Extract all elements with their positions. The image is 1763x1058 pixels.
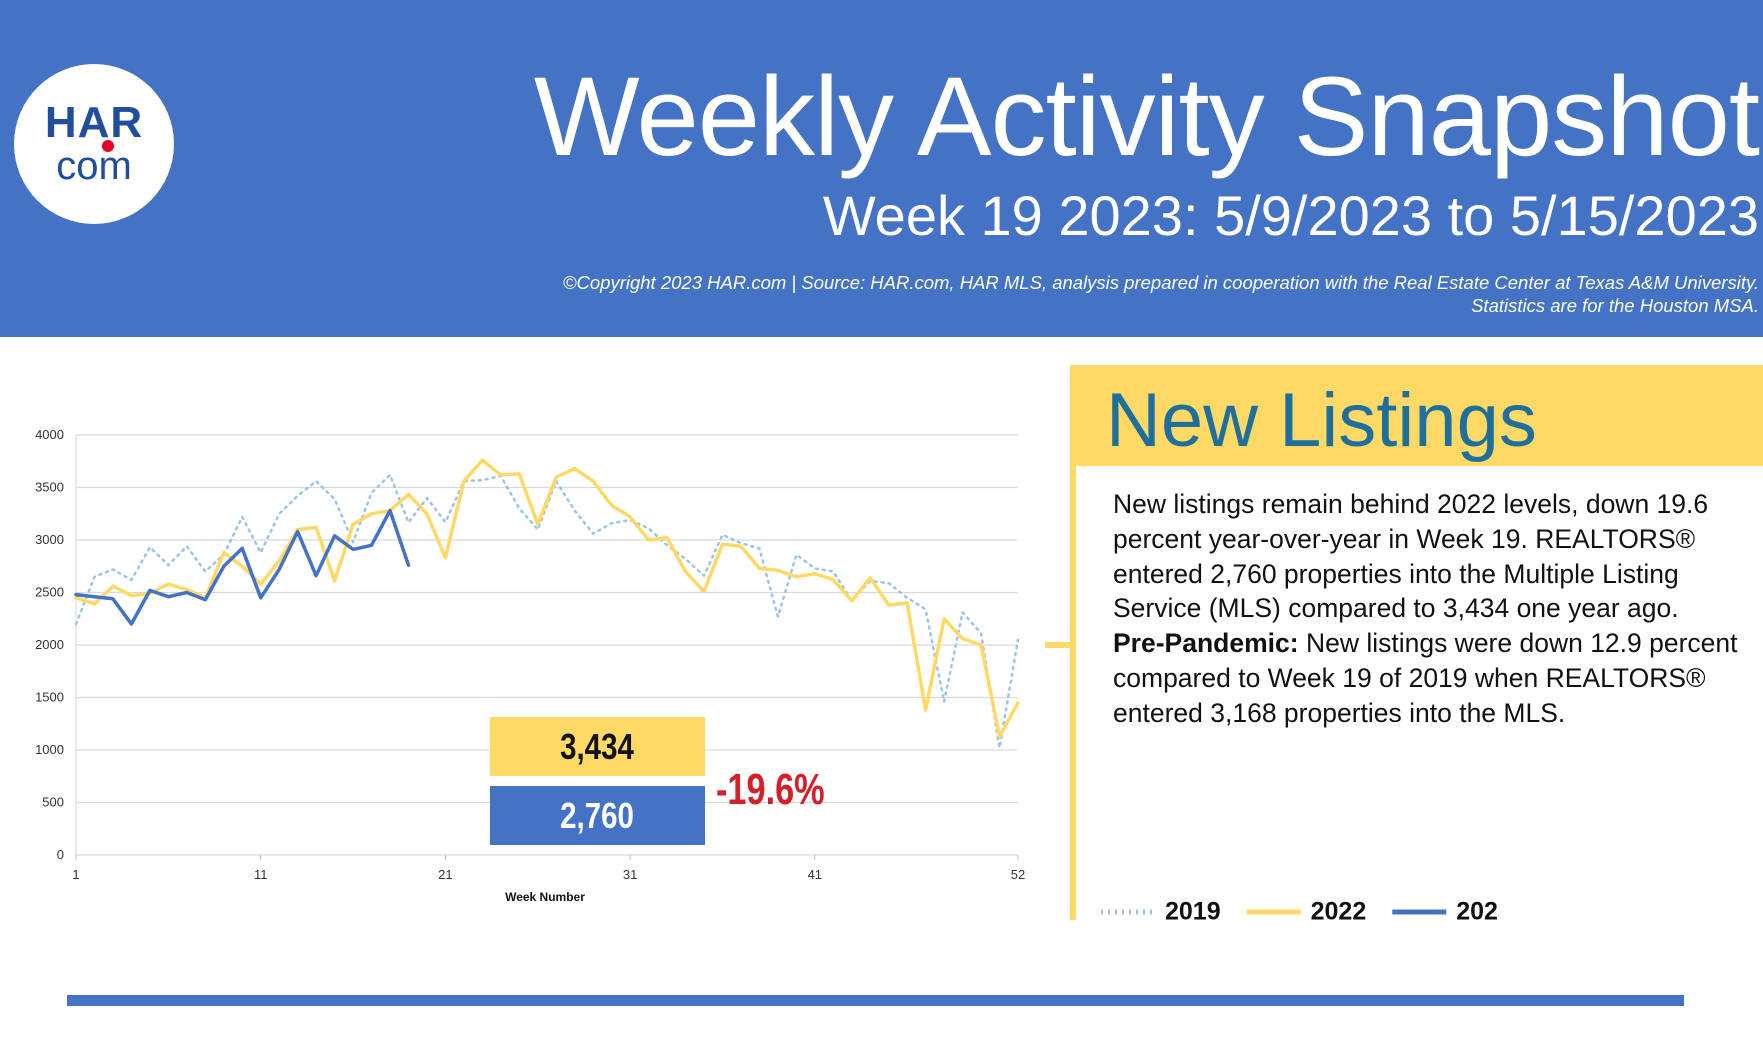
panel-body: New listings remain behind 2022 levels, … bbox=[1113, 487, 1761, 731]
x-tick-label: 1 bbox=[72, 867, 79, 882]
x-tick-label: 21 bbox=[438, 867, 452, 882]
y-tick-label: 3000 bbox=[35, 532, 64, 547]
y-tick-label: 0 bbox=[57, 847, 64, 862]
panel-header: New Listings bbox=[1076, 365, 1763, 466]
callout-value: 2,760 bbox=[560, 795, 634, 835]
x-axis-title: Week Number bbox=[505, 890, 585, 904]
y-tick-label: 1500 bbox=[35, 690, 64, 705]
legend-label: 2023 bbox=[1456, 898, 1499, 926]
y-tick-label: 4000 bbox=[35, 427, 64, 442]
change-label: -19.6% bbox=[716, 765, 825, 814]
y-tick-label: 2000 bbox=[35, 637, 64, 652]
legend-label: 2019 bbox=[1165, 898, 1221, 926]
connector bbox=[1045, 642, 1070, 648]
copyright: ©Copyright 2023 HAR.com | Source: HAR.co… bbox=[562, 272, 1759, 293]
callout-box bbox=[490, 786, 705, 845]
x-tick-label: 41 bbox=[808, 867, 822, 882]
series-line bbox=[74, 508, 411, 626]
lead: Pre-Pandemic: bbox=[1113, 628, 1299, 659]
x-tick-label: 11 bbox=[254, 867, 268, 882]
title: Weekly Activity Snapshot bbox=[533, 54, 1760, 179]
legend-label: 2022 bbox=[1311, 898, 1367, 926]
logo: HAR com bbox=[14, 64, 174, 224]
callout-value: 3,434 bbox=[560, 726, 634, 766]
y-tick-label: 500 bbox=[42, 795, 64, 810]
y-tick-label: 2500 bbox=[35, 585, 64, 600]
series-line bbox=[74, 458, 1020, 739]
panel-title: New Listings bbox=[1106, 378, 1537, 463]
paragraph: Pre-Pandemic: New listings were down 12.… bbox=[1113, 626, 1761, 730]
logo-dot bbox=[102, 140, 114, 152]
x-tick-label: 52 bbox=[1011, 867, 1025, 882]
header: HAR com Weekly Activity Snapshot Week 19… bbox=[0, 0, 1763, 337]
y-tick-label: 1000 bbox=[35, 742, 64, 757]
x-tick-label: 31 bbox=[623, 867, 637, 882]
logo-text: HAR bbox=[44, 98, 144, 147]
legend: 2019 2022 2023 bbox=[1101, 898, 1499, 926]
series-line bbox=[74, 473, 1020, 750]
panel: New Listings New listings remain behind … bbox=[1070, 365, 1763, 920]
subtitle: Week 19 2023: 5/9/2023 to 5/15/2023 bbox=[822, 184, 1759, 247]
logo-text: com bbox=[56, 144, 132, 188]
y-tick-label: 3500 bbox=[35, 480, 64, 495]
note: Statistics are for the Houston MSA. bbox=[1471, 295, 1759, 316]
callout-box bbox=[490, 717, 705, 776]
bottom-bar bbox=[67, 995, 1684, 1006]
text: New listings were down 12.9 percent comp… bbox=[1113, 628, 1738, 728]
paragraph: New listings remain behind 2022 levels, … bbox=[1113, 489, 1709, 624]
